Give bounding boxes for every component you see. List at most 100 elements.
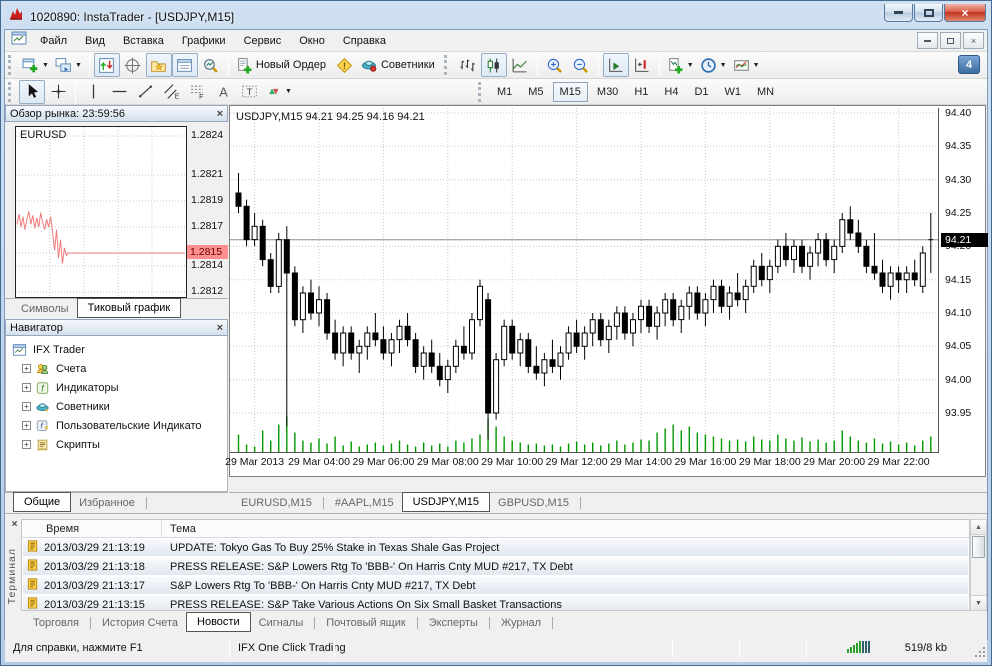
terminal-tab-Сигналы[interactable]: Сигналы [258, 617, 304, 629]
timeframe-MN[interactable]: MN [757, 85, 775, 98]
menu-Вид[interactable]: Вид [85, 34, 105, 47]
expand-icon[interactable]: + [22, 383, 31, 392]
fibonacci-button[interactable]: F [184, 80, 210, 104]
templates-button[interactable]: ▼ [730, 53, 763, 77]
tick-chart[interactable]: EURUSD [15, 126, 187, 298]
new-chart-button[interactable]: ▼ [19, 53, 52, 77]
navigator-item-indicators[interactable]: + f Индикаторы [12, 378, 227, 397]
zoom-out-button[interactable] [568, 53, 594, 77]
chart-shift-button[interactable] [629, 53, 655, 77]
timeframes-button[interactable]: ▼ [697, 53, 730, 77]
timeframe-H1[interactable]: H1 [634, 85, 649, 98]
news-row[interactable]: 2013/03/29 21:13:15 PRESS RELEASE: S&P Ta… [23, 596, 968, 610]
minimize-button[interactable] [884, 4, 913, 22]
toolbar-grip[interactable] [443, 55, 450, 75]
zoom-in-button[interactable] [542, 53, 568, 77]
metaeditor-button[interactable]: ! [332, 53, 358, 77]
menu-Сервис[interactable]: Сервис [243, 34, 282, 47]
close-button[interactable]: × [944, 4, 986, 22]
timeframe-W1[interactable]: W1 [724, 85, 742, 98]
expand-icon[interactable]: + [22, 402, 31, 411]
child-restore-button[interactable] [940, 32, 961, 49]
navigator-item-scripts[interactable]: + Скрипты [12, 435, 227, 454]
arrows-button[interactable]: ▼ [262, 80, 295, 104]
cursor-button[interactable] [19, 79, 45, 104]
terminal-tab-Эксперты[interactable]: Эксперты [428, 617, 478, 629]
chart-tab-EURUSD,M15[interactable]: EURUSD,M15 [241, 497, 312, 509]
news-row[interactable]: 2013/03/29 21:13:19 UPDATE: Tokyo Gas To … [23, 539, 968, 557]
navigator-tab-Общие[interactable]: Общие [13, 491, 72, 512]
terminal-tab-История Счета[interactable]: История Счета [101, 617, 179, 629]
market-watch-close-icon[interactable]: × [216, 107, 223, 120]
timeframe-M5[interactable]: M5 [528, 85, 544, 98]
new-order-button[interactable]: Новый Ордер [233, 53, 332, 77]
news-row[interactable]: 2013/03/29 21:13:17 S&P Lowers Rtg To 'BB… [23, 577, 968, 595]
navigator-tab-Избранное[interactable]: Избранное [79, 497, 135, 509]
news-scrollbar[interactable]: ▲ ▼ [970, 519, 987, 611]
timeframe-D1[interactable]: D1 [694, 85, 709, 98]
navigator-button[interactable] [145, 53, 172, 77]
bar-chart-button[interactable] [455, 53, 481, 77]
chart-canvas[interactable] [229, 105, 986, 477]
toolbar-grip[interactable] [8, 55, 14, 75]
horizontal-line-button[interactable] [106, 80, 132, 104]
navigator-root[interactable]: IFX Trader [12, 340, 227, 359]
expand-icon[interactable]: + [22, 421, 31, 430]
candlestick-plot[interactable] [230, 108, 940, 453]
timeframe-M1[interactable]: M1 [496, 85, 513, 98]
indicators-button[interactable]: ▼ [664, 53, 697, 77]
menu-Справка[interactable]: Справка [342, 34, 386, 47]
scroll-up-icon[interactable]: ▲ [971, 520, 986, 535]
menu-Графики[interactable]: Графики [181, 34, 226, 47]
navigator-item-accounts[interactable]: + Счета [12, 359, 227, 378]
terminal-tab-Почтовый ящик[interactable]: Почтовый ящик [326, 617, 406, 629]
terminal-close-icon[interactable]: × [11, 519, 18, 530]
child-minimize-button[interactable] [917, 32, 938, 49]
market-watch-tab-Символы[interactable]: Символы [21, 303, 69, 315]
menu-Файл[interactable]: Файл [40, 34, 68, 47]
vertical-line-button[interactable] [80, 80, 106, 104]
news-row[interactable]: 2013/03/29 21:13:18 PRESS RELEASE: S&P Lo… [23, 558, 968, 576]
news-column-time[interactable]: Время [22, 520, 162, 537]
terminal-tab-Журнал[interactable]: Журнал [500, 617, 542, 629]
navigator-close-icon[interactable]: × [216, 321, 223, 334]
toolbar-grip[interactable] [8, 81, 14, 102]
strategy-tester-button[interactable] [198, 53, 224, 77]
chart-tab-USDJPY,M15[interactable]: USDJPY,M15 [401, 491, 491, 512]
terminal-tab-Новости[interactable]: Новости [186, 611, 251, 632]
status-trading-text[interactable]: IFX One Click Trading [238, 642, 346, 654]
timeframe-H4[interactable]: H4 [664, 85, 679, 98]
timeframe-M30[interactable]: M30 [596, 85, 619, 98]
chart-tab-GBPUSD,M15[interactable]: GBPUSD,M15 [498, 497, 569, 509]
resize-grip[interactable] [973, 645, 986, 661]
child-close-button[interactable]: × [963, 32, 984, 49]
timeframe-M15[interactable]: M15 [552, 81, 588, 102]
maximize-button[interactable] [914, 4, 943, 22]
terminal-tab-Торговля[interactable]: Торговля [33, 617, 79, 629]
line-chart-button[interactable] [507, 53, 533, 77]
candlestick-button[interactable] [480, 53, 507, 77]
chart-tab-#AAPL,M15[interactable]: #AAPL,M15 [334, 497, 394, 509]
navigator-item-custom-indicators[interactable]: + f Пользовательские Индикато [12, 416, 227, 435]
navigator-item-experts[interactable]: + Советники [12, 397, 227, 416]
market-watch-button[interactable] [93, 53, 120, 77]
profiles-button[interactable]: ▼ [52, 53, 85, 77]
equidistant-channel-button[interactable]: E [158, 80, 184, 104]
news-column-topic[interactable]: Тема [170, 522, 196, 535]
menu-Окно[interactable]: Окно [299, 34, 325, 47]
expand-icon[interactable]: + [22, 440, 31, 449]
scroll-down-icon[interactable]: ▼ [971, 595, 986, 610]
experts-button[interactable]: Советники [358, 53, 441, 77]
menu-Вставка[interactable]: Вставка [122, 34, 164, 47]
crosshair-button[interactable] [45, 80, 71, 104]
auto-scroll-button[interactable] [602, 53, 629, 77]
text-button[interactable]: A [210, 80, 236, 104]
market-watch-tab-Тиковый график[interactable]: Тиковый график [76, 297, 182, 318]
text-label-button[interactable]: T [236, 80, 262, 104]
scrollbar-thumb[interactable] [972, 536, 985, 558]
notifications-badge[interactable]: 4 [958, 55, 980, 74]
data-window-button[interactable] [120, 53, 146, 77]
terminal-button[interactable] [171, 53, 198, 77]
trend-line-button[interactable] [132, 80, 158, 104]
toolbar-grip[interactable] [477, 81, 484, 102]
